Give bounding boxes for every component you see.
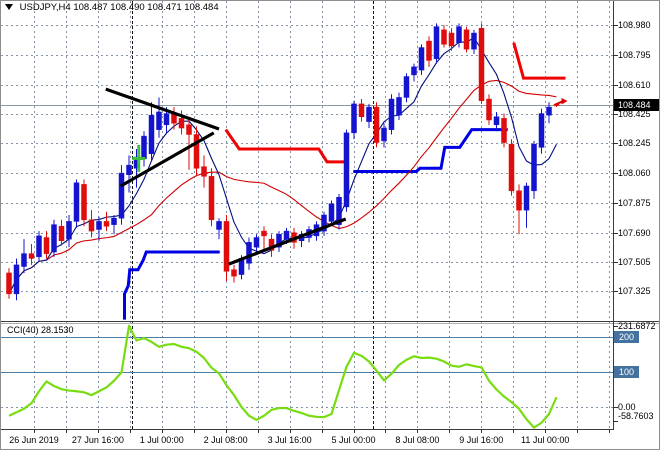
time-axis-label: 9 Jul 16:00	[459, 435, 504, 445]
cci-scale-label: 231.6872	[618, 320, 656, 331]
panel-separators[interactable]	[1, 1, 660, 430]
chart-title: USDJPY,H4 108.487 108.490 108.471 108.48…	[4, 2, 219, 13]
price-axis-label: 108.795	[618, 49, 651, 60]
indicator-value: 28.1530	[41, 325, 74, 335]
step-line-red	[224, 42, 566, 164]
price-axis-label: 107.505	[618, 257, 651, 268]
price-axis-label: 108.980	[618, 20, 651, 30]
axis-ticks	[34, 25, 618, 433]
price-axis-label: 108.425	[618, 109, 651, 120]
time-axis-label: 11 Jul 00:00	[521, 435, 570, 445]
cci-level-badge: 100	[614, 366, 640, 378]
current-price-badge: 108.484	[614, 98, 659, 111]
price-arrow-marker	[554, 97, 568, 106]
price-scale-area[interactable]	[614, 1, 659, 429]
step-line-blue	[123, 128, 508, 320]
ma-slow-line	[8, 79, 557, 295]
indicator-name: CCI(40)	[7, 325, 39, 335]
cci-level-lines	[1, 336, 613, 374]
cci-scale-label: 0.00	[618, 402, 636, 412]
buy-plus-marker	[132, 144, 146, 172]
cci-indicator-line	[8, 324, 558, 429]
price-axis-label: 108.245	[618, 138, 651, 149]
time-axis-label: 3 Jul 16:00	[267, 435, 312, 445]
price-axis-label: 108.610	[618, 79, 651, 90]
symbol-period-label: USDJPY,H4	[19, 2, 71, 13]
time-axis-label: 26 Jun 2019	[9, 435, 59, 445]
time-axis-label: 5 Jul 00:00	[331, 435, 376, 445]
price-axis-label: 107.690	[618, 227, 651, 238]
cci-scale-label: -58.7603	[618, 411, 654, 421]
vertical-line-objects[interactable]	[132, 1, 374, 429]
price-axis-label: 107.325	[618, 286, 651, 297]
chevron-down-icon[interactable]	[5, 3, 13, 10]
indicator-label: CCI(40) 28.1530	[7, 325, 74, 335]
time-axis-label: 2 Jul 08:00	[203, 435, 248, 445]
ma-fast-line	[8, 36, 557, 295]
price-axis-label: 108.060	[618, 168, 651, 179]
time-axis-label: 27 Jun 16:00	[71, 435, 124, 445]
time-axis-label: 8 Jul 08:00	[395, 435, 440, 445]
time-axis-label: 1 Jul 00:00	[139, 435, 184, 445]
ohlc-values-label: 108.487 108.490 108.471 108.484	[73, 2, 219, 13]
trendlines-layer[interactable]	[105, 87, 347, 266]
cci-level-badge: 200	[614, 331, 640, 343]
candles-layer	[6, 23, 560, 301]
price-axis-label: 107.875	[618, 197, 651, 208]
markers-layer[interactable]	[132, 97, 568, 172]
